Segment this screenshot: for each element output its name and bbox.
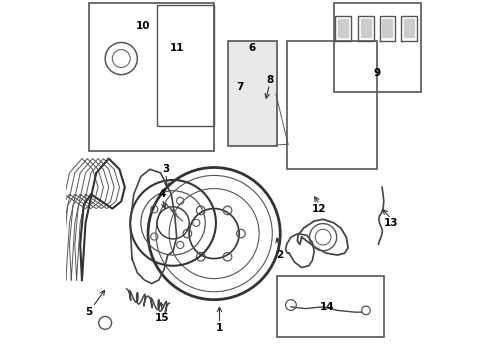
- Text: 10: 10: [135, 21, 150, 31]
- Text: 13: 13: [383, 218, 397, 228]
- Text: 11: 11: [169, 43, 183, 53]
- Polygon shape: [337, 19, 347, 37]
- Polygon shape: [382, 19, 391, 37]
- Bar: [234, 59, 252, 75]
- Text: 8: 8: [265, 75, 273, 85]
- Text: 7: 7: [236, 82, 243, 92]
- Text: 1: 1: [215, 323, 223, 333]
- Polygon shape: [360, 19, 370, 37]
- Text: 14: 14: [319, 302, 333, 312]
- Text: 9: 9: [372, 68, 380, 78]
- Bar: [234, 87, 252, 103]
- Text: 15: 15: [155, 312, 169, 323]
- Polygon shape: [403, 19, 413, 37]
- Text: 2: 2: [276, 250, 283, 260]
- Text: 6: 6: [247, 43, 255, 53]
- Text: 3: 3: [162, 164, 169, 174]
- Bar: [234, 114, 252, 130]
- Text: 4: 4: [158, 189, 166, 199]
- Text: 5: 5: [85, 307, 93, 317]
- Text: 12: 12: [312, 203, 326, 213]
- FancyBboxPatch shape: [228, 41, 276, 146]
